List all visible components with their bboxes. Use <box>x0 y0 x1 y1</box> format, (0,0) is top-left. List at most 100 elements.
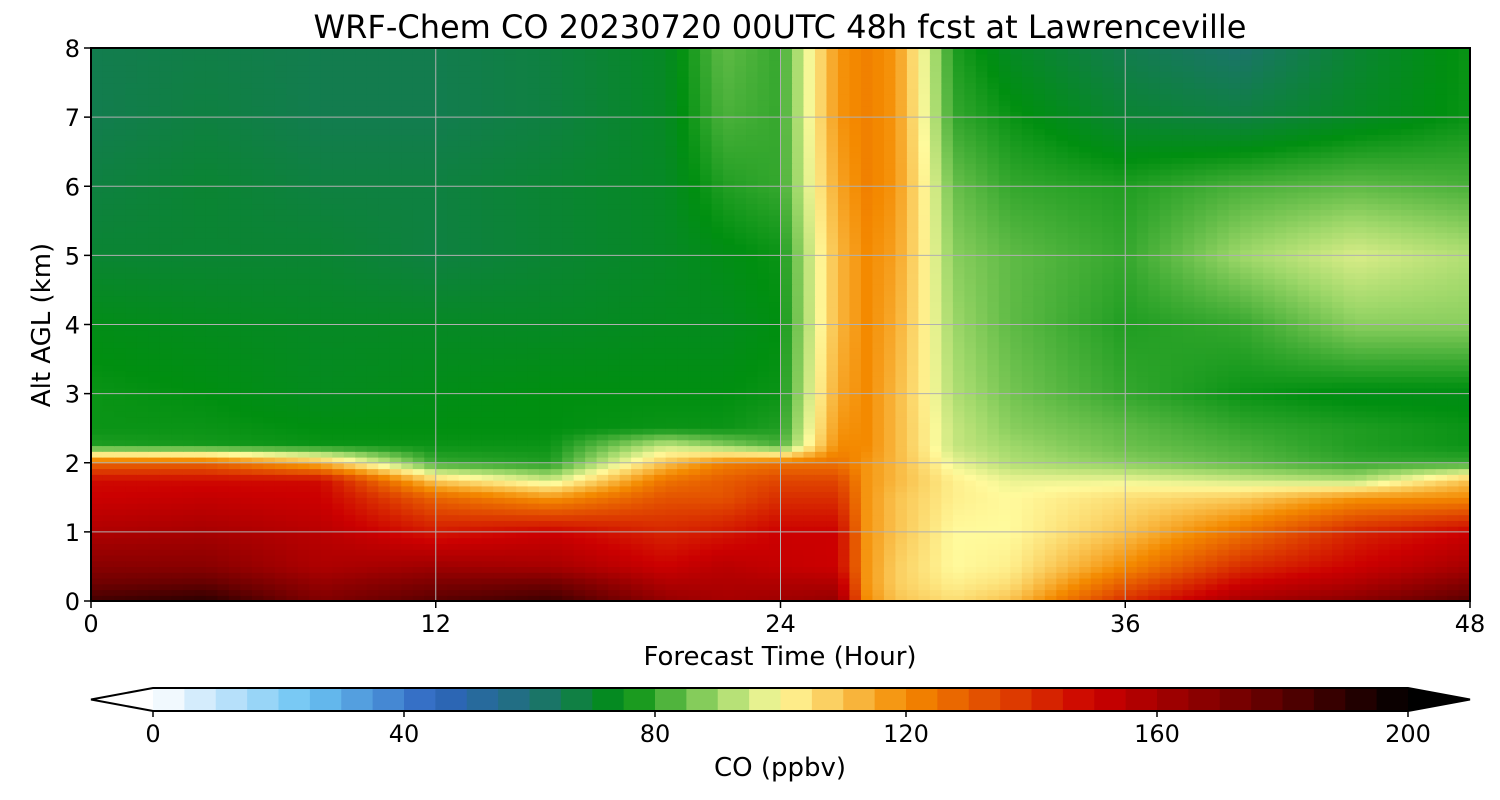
heatmap-cell <box>1010 514 1023 521</box>
heatmap-cell <box>550 549 563 556</box>
heatmap-cell <box>1021 428 1034 435</box>
heatmap-cell <box>1056 382 1069 389</box>
heatmap-cell <box>780 503 793 510</box>
heatmap-cell <box>849 405 862 412</box>
heatmap-cell <box>412 422 425 429</box>
heatmap-cell <box>205 537 219 544</box>
heatmap-cell <box>849 554 862 562</box>
heatmap-cell <box>642 514 655 521</box>
heatmap-cell <box>642 462 655 470</box>
heatmap-cell <box>217 497 230 504</box>
heatmap-cell <box>1343 405 1356 412</box>
heatmap-cell <box>803 520 816 527</box>
heatmap-cell <box>435 382 448 389</box>
heatmap-cell <box>102 595 115 601</box>
heatmap-cell <box>1125 537 1138 544</box>
heatmap-cell <box>1286 589 1299 596</box>
heatmap-cell <box>1240 393 1253 400</box>
heatmap-cell <box>723 387 736 395</box>
heatmap-cell <box>1274 583 1287 591</box>
heatmap-cell <box>1217 480 1230 487</box>
heatmap-cell <box>975 526 988 533</box>
heatmap-cell <box>493 405 506 412</box>
heatmap-cell <box>1033 422 1046 429</box>
heatmap-cell <box>619 531 632 539</box>
heatmap-cell <box>1021 589 1034 596</box>
heatmap-cell <box>1263 589 1276 596</box>
heatmap-cell <box>424 376 437 383</box>
heatmap-cell <box>964 491 977 498</box>
heatmap-cell <box>711 456 724 464</box>
heatmap-cell <box>700 514 713 521</box>
heatmap-cell <box>746 480 759 487</box>
heatmap-cell <box>803 364 816 372</box>
heatmap-cell <box>424 589 437 596</box>
heatmap-cell <box>757 370 770 377</box>
heatmap-cell <box>1056 531 1069 539</box>
heatmap-cell <box>619 393 632 400</box>
heatmap-cell <box>159 514 173 521</box>
heatmap-cell <box>1182 405 1195 412</box>
heatmap-cell <box>136 456 150 464</box>
heatmap-cell <box>102 359 115 366</box>
heatmap-cell <box>837 359 851 366</box>
heatmap-cell <box>1447 474 1460 481</box>
heatmap-cell <box>769 416 782 424</box>
heatmap-cell <box>791 572 805 579</box>
heatmap-cell <box>1343 382 1356 389</box>
heatmap-cell <box>1332 503 1345 510</box>
heatmap-cell <box>274 485 287 493</box>
heatmap-cell <box>746 508 759 516</box>
heatmap-cell <box>401 433 414 441</box>
heatmap-cell <box>1217 531 1230 539</box>
heatmap-cell <box>194 520 207 527</box>
heatmap-cell <box>539 531 552 539</box>
heatmap-cell <box>1125 566 1138 573</box>
heatmap-cell <box>113 433 127 441</box>
heatmap-cell <box>608 382 621 389</box>
heatmap-cell <box>1171 572 1184 579</box>
heatmap-cell <box>757 393 770 400</box>
heatmap-cell <box>113 451 127 458</box>
heatmap-cell <box>1412 480 1425 487</box>
heatmap-cell <box>1389 451 1402 458</box>
heatmap-cell <box>883 410 897 418</box>
heatmap-cell <box>837 376 851 383</box>
heatmap-cell <box>872 474 885 481</box>
heatmap-cell <box>1125 520 1138 527</box>
heatmap-cell <box>378 451 391 458</box>
heatmap-cell <box>136 410 150 418</box>
heatmap-cell <box>1044 554 1057 562</box>
heatmap-cell <box>458 531 471 539</box>
heatmap-cell <box>366 520 379 527</box>
heatmap-cell <box>424 583 437 591</box>
heatmap-cell <box>412 364 425 372</box>
heatmap-cell <box>665 462 678 470</box>
heatmap-cell <box>159 405 173 412</box>
heatmap-cell <box>1309 485 1322 493</box>
heatmap-cell <box>1044 520 1057 527</box>
heatmap-cell <box>665 497 678 504</box>
heatmap-cell <box>412 531 425 539</box>
heatmap-cell <box>1401 497 1414 504</box>
heatmap-cell <box>677 393 690 400</box>
heatmap-cell <box>895 399 908 406</box>
heatmap-cell <box>1332 451 1345 458</box>
heatmap-cell <box>447 589 460 596</box>
heatmap-cell <box>895 560 908 568</box>
heatmap-cell <box>516 474 529 481</box>
heatmap-cell <box>194 497 207 504</box>
heatmap-cell <box>1136 577 1149 585</box>
heatmap-cell <box>1355 503 1368 510</box>
heatmap-cell <box>1090 387 1103 395</box>
heatmap-cell <box>826 491 839 498</box>
heatmap-cell <box>746 491 759 498</box>
heatmap-cell <box>182 416 196 424</box>
heatmap-cell <box>619 456 632 464</box>
heatmap-cell <box>837 577 851 585</box>
heatmap-cell <box>1309 462 1322 470</box>
heatmap-cell <box>791 526 805 533</box>
heatmap-cell <box>435 554 448 562</box>
heatmap-cell <box>1148 572 1161 579</box>
heatmap-cell <box>562 410 575 418</box>
